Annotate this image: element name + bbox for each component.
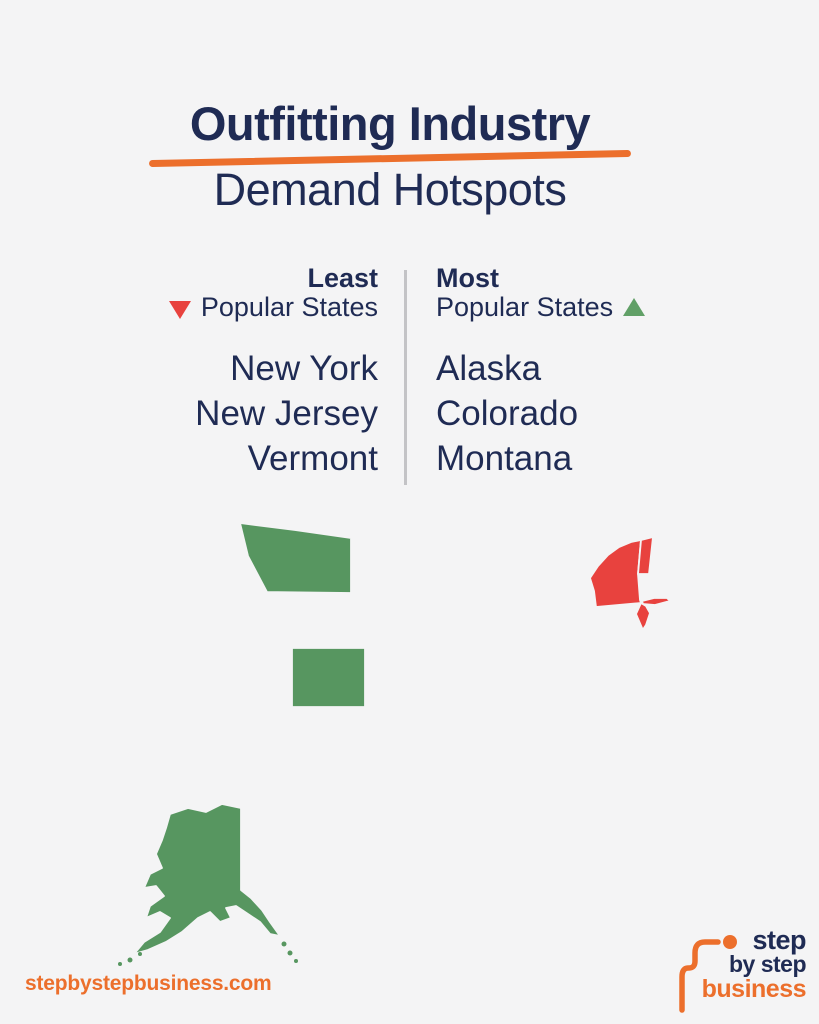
logo-text: step by step business — [678, 925, 807, 1003]
list-item: Colorado — [436, 394, 579, 433]
most-heading: Most — [436, 263, 499, 293]
state-alaska — [133, 803, 281, 955]
list-item: Montana — [436, 439, 573, 478]
list-item: New York — [230, 349, 378, 388]
website-url[interactable]: stepbystepbusiness.com — [25, 972, 272, 995]
down-triangle-icon — [168, 301, 191, 319]
logo-bracket-icon — [679, 935, 737, 1013]
legend-most-popular: Most Popular States Alaska Colorado Mont… — [436, 263, 646, 481]
state-colorado — [291, 647, 366, 708]
list-item: New Jersey — [195, 394, 378, 433]
least-states-list: New York New Jersey Vermont — [169, 346, 378, 481]
least-heading: Least — [307, 263, 378, 293]
least-popular-states — [589, 536, 671, 635]
state-montana — [239, 522, 352, 594]
least-subheading-row: Popular States — [168, 292, 378, 322]
page-title: Outfitting Industry — [189, 97, 591, 150]
most-subheading: Popular States — [436, 292, 614, 322]
list-item: Vermont — [247, 439, 378, 478]
legend-least-popular: Least Popular States New York New Jersey… — [168, 263, 378, 481]
least-subheading: Popular States — [200, 292, 378, 322]
step-by-step-business-logo: step by step business — [678, 925, 807, 1014]
state-long-island — [641, 597, 671, 606]
logo-line-step: step — [752, 925, 806, 955]
alaska-islands — [118, 941, 298, 966]
logo-line-business: business — [701, 975, 807, 1003]
most-states-list: Alaska Colorado Montana — [436, 346, 645, 481]
page-subtitle: Demand Hotspots — [213, 164, 567, 215]
most-popular-states — [118, 522, 366, 966]
list-item: Alaska — [436, 349, 542, 388]
us-map — [118, 503, 698, 966]
state-borders — [142, 519, 674, 802]
state-vermont — [637, 536, 654, 575]
legend-divider — [404, 270, 407, 485]
title-block: Outfitting Industry Demand Hotspots — [0, 96, 780, 216]
up-triangle-icon — [623, 298, 646, 316]
state-hawaii — [454, 870, 590, 960]
state-new-jersey — [635, 602, 651, 635]
state-new-york — [589, 539, 642, 608]
most-subheading-row: Popular States — [436, 292, 646, 322]
logo-line-by-step: by step — [728, 951, 807, 977]
